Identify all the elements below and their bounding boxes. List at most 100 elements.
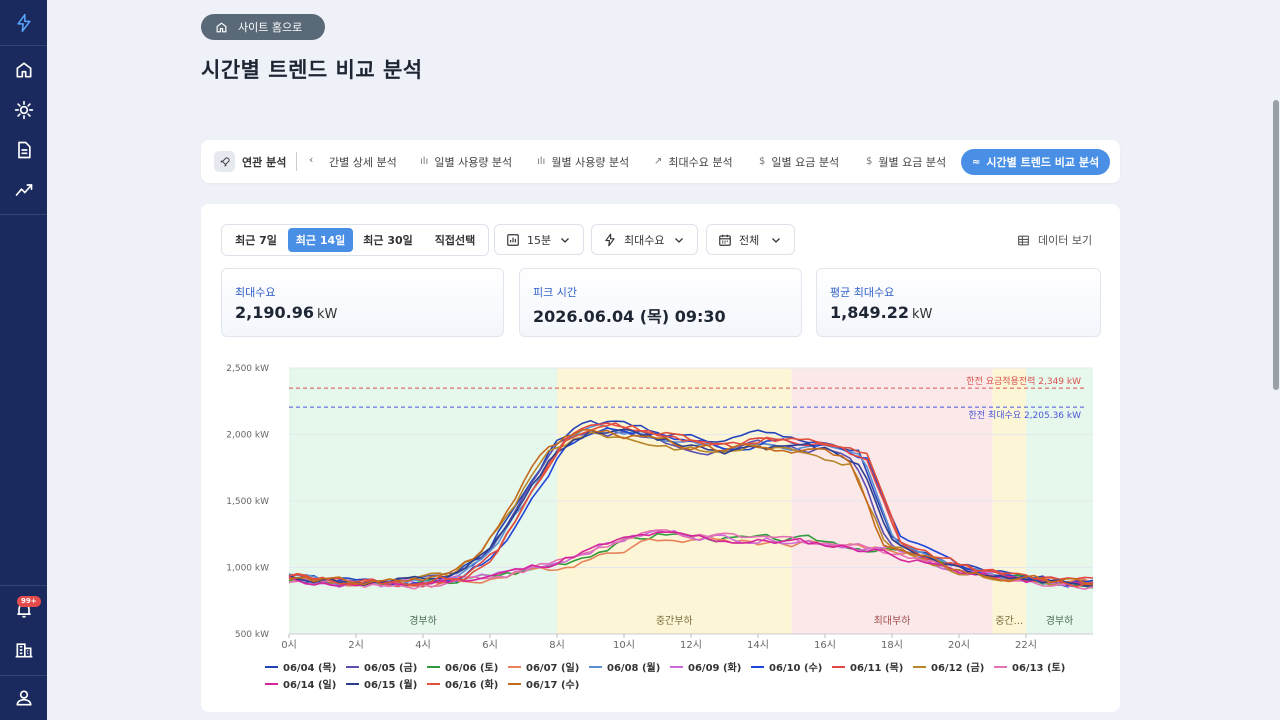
metric-dropdown[interactable]: 최대수요 <box>591 224 698 255</box>
legend-label: 06/13 (토) <box>1012 663 1066 674</box>
x-tick-label: 22시 <box>1015 639 1037 651</box>
range-14d-button[interactable]: 최근 14일 <box>288 228 353 252</box>
user-icon[interactable] <box>0 678 47 718</box>
metric-value: 최대수요 <box>624 233 665 247</box>
legend-label: 06/17 (수) <box>526 680 580 691</box>
legend-swatch <box>346 682 359 685</box>
legend-swatch <box>346 665 359 668</box>
x-tick-label: 2시 <box>348 639 364 651</box>
legend-item[interactable]: 06/13 (토) <box>994 659 1065 674</box>
kpi-label: 최대수요 <box>235 286 276 299</box>
tab-daily-charge[interactable]: $ 일별 요금 분석 <box>759 140 839 183</box>
legend-swatch <box>508 665 521 668</box>
tab-label: 최대수요 분석 <box>668 155 733 169</box>
tab-label: 일별 사용량 분석 <box>434 155 513 169</box>
series-line <box>288 531 1094 587</box>
tab-label: 시간별 트렌드 비교 분석 <box>986 156 1100 169</box>
legend-item[interactable]: 06/04 (목) <box>265 659 336 674</box>
data-view-button[interactable]: 데이터 보기 <box>1017 232 1092 248</box>
range-custom-button[interactable]: 직접선택 <box>434 234 476 247</box>
dollar-icon: $ <box>759 156 766 167</box>
x-tick-label: 4시 <box>415 639 431 651</box>
tab-label: 간별 상세 분석 <box>329 155 397 169</box>
interval-dropdown[interactable]: 15분 <box>494 224 584 255</box>
legend-swatch <box>508 682 521 685</box>
legend-item[interactable]: 06/16 (화) <box>427 676 498 691</box>
legend-swatch <box>994 665 1007 668</box>
table-icon <box>1017 234 1030 247</box>
document-icon[interactable] <box>0 130 47 170</box>
trend-icon[interactable] <box>0 170 47 210</box>
legend-label: 06/16 (화) <box>445 680 499 691</box>
legend-item[interactable]: 06/05 (금) <box>346 659 417 674</box>
range-7d-button[interactable]: 최근 7일 <box>235 234 277 247</box>
legend-swatch <box>265 665 278 668</box>
legend-item[interactable]: 06/06 (토) <box>427 659 498 674</box>
x-tick-label: 8시 <box>549 639 565 651</box>
chevron-left-icon[interactable]: ‹ <box>309 153 314 166</box>
legend-label: 06/15 (월) <box>364 680 418 691</box>
calendar-icon <box>718 233 732 247</box>
scrollbar-thumb[interactable] <box>1273 100 1279 390</box>
tab-monthly-charge[interactable]: $ 월별 요금 분석 <box>866 140 946 183</box>
legend-swatch <box>427 665 440 668</box>
tab-hourly-trend[interactable]: ≈ 시간별 트렌드 비교 분석 <box>961 149 1111 175</box>
legend-item[interactable]: 06/17 (수) <box>508 676 579 691</box>
interval-value: 15분 <box>527 233 552 247</box>
legend-item[interactable]: 06/08 (월) <box>589 659 660 674</box>
legend-item[interactable]: 06/09 (화) <box>670 659 741 674</box>
tab-label: 월별 요금 분석 <box>878 155 947 169</box>
trend-up-icon: ↗ <box>654 156 663 167</box>
legend-item[interactable]: 06/10 (수) <box>751 659 822 674</box>
related-analysis-bar: 연관 분석 ‹ 간별 상세 분석 ılı 일별 사용량 분석 ılı 월별 사용… <box>201 140 1120 183</box>
legend-item[interactable]: 06/07 (일) <box>508 659 579 674</box>
chevron-down-icon <box>673 234 685 246</box>
chevron-down-icon <box>559 234 571 246</box>
kpi-label: 평균 최대수요 <box>830 286 895 299</box>
reference-line-label: 한전 요금적용전력 2,349 kW <box>966 375 1081 387</box>
tab-daily-usage[interactable]: ılı 일별 사용량 분석 <box>420 140 512 183</box>
trend-chart-svg: 경부하 중간부하 최대부하 중간... 경부하 2,500 kW 2,000 kW 1,500… <box>226 364 1094 651</box>
home-icon[interactable] <box>0 50 47 90</box>
band-label: 중간부하 <box>656 614 693 627</box>
notification-badge: 99+ <box>17 596 41 607</box>
building-icon[interactable] <box>0 630 47 670</box>
tab-label: 월별 사용량 분석 <box>551 155 630 169</box>
lightning-logo-icon[interactable] <box>0 0 47 46</box>
page-title: 시간별 트렌드 비교 분석 <box>201 58 423 82</box>
trend-card: 최근 7일 최근 14일 최근 30일 직접선택 15분 최대수요 전체 데이터… <box>201 204 1120 712</box>
kpi-value: 2,190.96 kW <box>235 303 338 322</box>
tab-monthly-usage[interactable]: ılı 월별 사용량 분석 <box>537 140 629 183</box>
legend-swatch <box>670 665 683 668</box>
reference-line-label: 한전 최대수요 2,205.36 kW <box>969 410 1082 421</box>
day-filter-dropdown[interactable]: 전체 <box>706 224 795 255</box>
dollar-icon: $ <box>866 156 873 167</box>
tab-peak-demand[interactable]: ↗ 최대수요 분석 <box>654 140 733 183</box>
series-line <box>288 428 1094 587</box>
tab-label: 일별 요금 분석 <box>771 155 840 169</box>
x-tick-label: 16시 <box>814 639 836 651</box>
sidebar: 99+ <box>0 0 47 720</box>
legend-item[interactable]: 06/11 (목) <box>832 659 903 674</box>
legend-swatch <box>832 665 845 668</box>
range-selector: 최근 7일 최근 14일 최근 30일 직접선택 <box>221 224 489 256</box>
legend-label: 06/10 (수) <box>769 663 823 674</box>
y-tick-label: 1,000 kW <box>226 564 269 574</box>
chevron-down-icon <box>770 234 782 246</box>
legend-item[interactable]: 06/12 (금) <box>913 659 984 674</box>
day-filter-value: 전체 <box>739 233 760 247</box>
legend-swatch <box>751 665 764 668</box>
y-tick-label: 2,500 kW <box>226 364 269 374</box>
range-30d-button[interactable]: 최근 30일 <box>363 234 413 247</box>
legend-item[interactable]: 06/14 (일) <box>265 676 336 691</box>
band-label: 경부하 <box>409 614 437 627</box>
site-home-button[interactable]: 사이트 홈으로 <box>201 14 325 40</box>
sun-icon[interactable] <box>0 90 47 130</box>
x-tick-label: 12시 <box>680 639 702 651</box>
legend-item[interactable]: 06/15 (월) <box>346 676 417 691</box>
kpi-label: 피크 시간 <box>533 286 577 299</box>
tab-interval-detail[interactable]: 간별 상세 분석 <box>329 140 397 183</box>
x-tick-label: 14시 <box>747 639 769 651</box>
x-tick-label: 10시 <box>613 639 635 651</box>
bar-chart-icon: ılı <box>420 156 429 167</box>
